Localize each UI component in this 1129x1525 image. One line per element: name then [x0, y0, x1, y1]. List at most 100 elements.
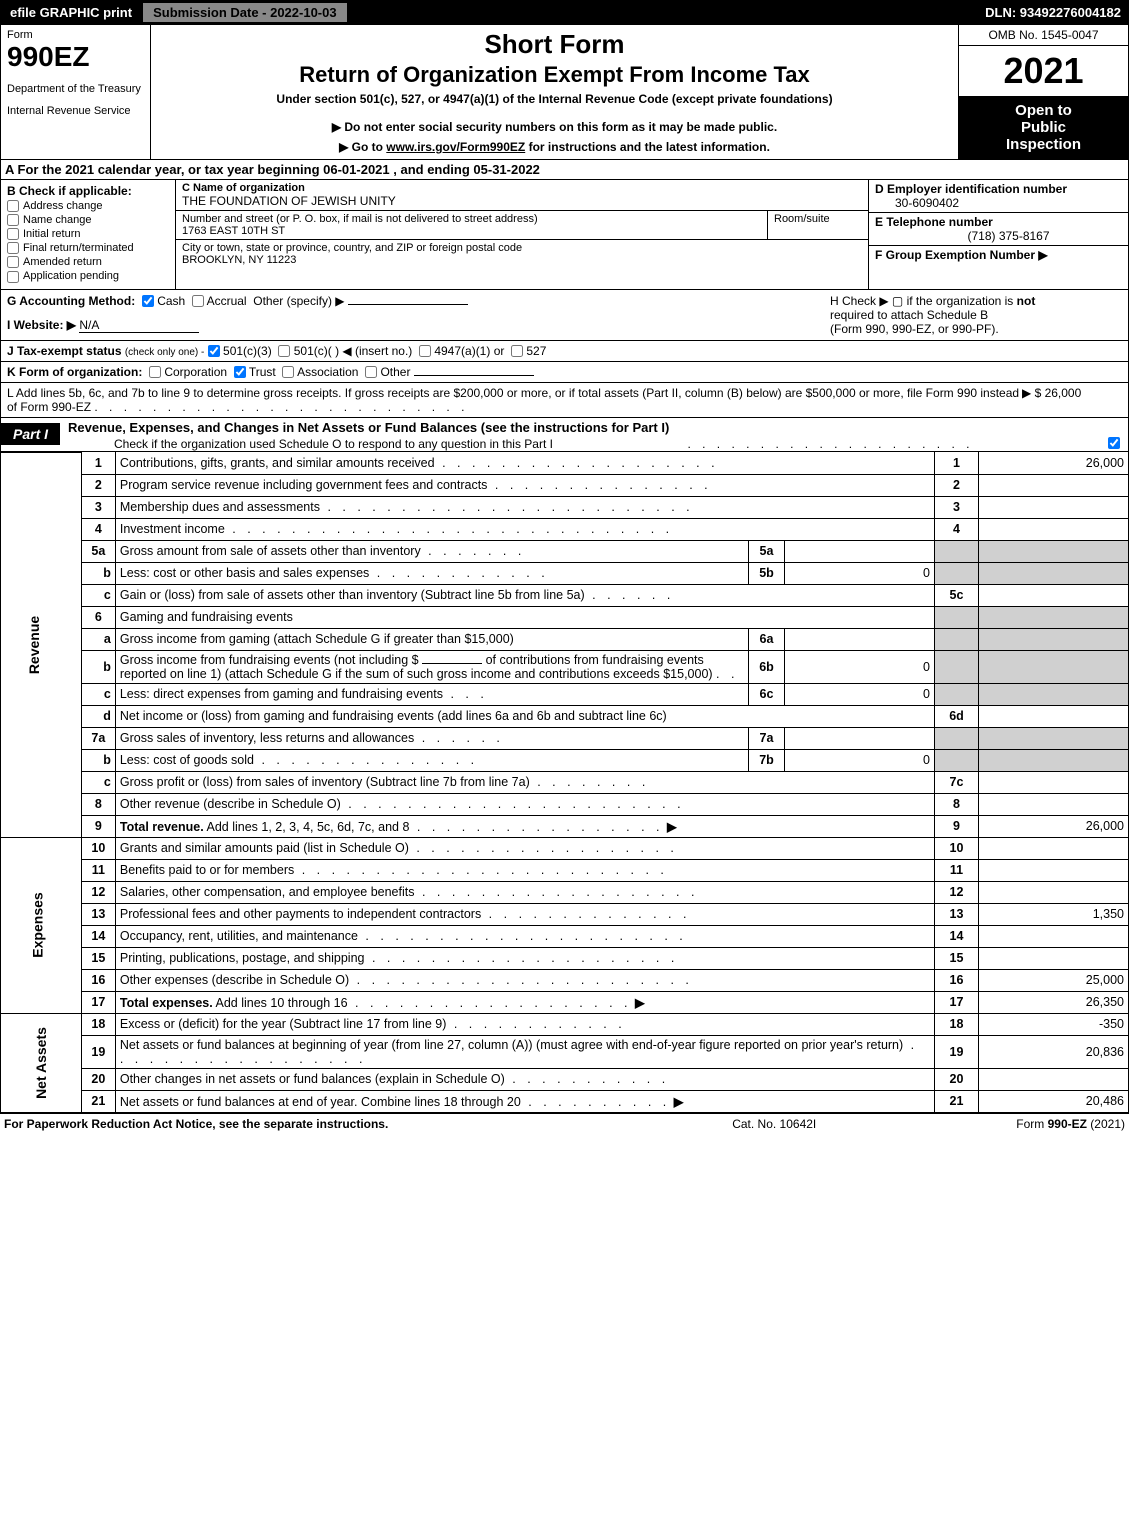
l2-num: 2 — [81, 474, 115, 496]
l2-desc: Program service revenue including govern… — [115, 474, 934, 496]
l20-rnum: 20 — [935, 1068, 979, 1090]
l8-val — [979, 793, 1129, 815]
line-7b: b Less: cost of goods sold . . . . . . .… — [1, 749, 1129, 771]
column-c: C Name of organization THE FOUNDATION OF… — [176, 180, 868, 289]
chk-accrual[interactable] — [192, 295, 204, 307]
l7a-rnum — [935, 727, 979, 749]
l6c-rval — [979, 683, 1129, 705]
l5b-inlab: 5b — [749, 562, 785, 584]
chk-cash[interactable] — [142, 295, 154, 307]
line-8: 8 Other revenue (describe in Schedule O)… — [1, 793, 1129, 815]
l6d-desc: Net income or (loss) from gaming and fun… — [115, 705, 934, 727]
form-number: 990EZ — [7, 41, 144, 73]
l6c-rnum — [935, 683, 979, 705]
chk-4947[interactable] — [419, 345, 431, 357]
l16-num: 16 — [81, 969, 115, 991]
l15-num: 15 — [81, 947, 115, 969]
l13-desc: Professional fees and other payments to … — [115, 903, 934, 925]
lbl-other-org: Other — [380, 365, 410, 379]
line-14: 14 Occupancy, rent, utilities, and maint… — [1, 925, 1129, 947]
goto-link[interactable]: www.irs.gov/Form990EZ — [386, 140, 525, 154]
l6a-num: a — [81, 628, 115, 650]
l4-desc: Investment income . . . . . . . . . . . … — [115, 518, 934, 540]
l7b-num: b — [81, 749, 115, 771]
l5c-desc: Gain or (loss) from sale of assets other… — [115, 584, 934, 606]
chk-trust[interactable] — [234, 366, 246, 378]
line-3: 3 Membership dues and assessments . . . … — [1, 496, 1129, 518]
l7a-inval — [785, 727, 935, 749]
subtitle-section: Under section 501(c), 527, or 4947(a)(1)… — [157, 92, 952, 106]
chk-application-pending[interactable] — [7, 271, 19, 283]
chk-501c3[interactable] — [208, 345, 220, 357]
org-name: THE FOUNDATION OF JEWISH UNITY — [182, 194, 862, 208]
line-18: Net Assets 18 Excess or (deficit) for th… — [1, 1013, 1129, 1035]
chk-501c[interactable] — [278, 345, 290, 357]
other-org-input[interactable] — [414, 375, 534, 376]
other-input[interactable] — [348, 304, 468, 305]
l6d-val — [979, 705, 1129, 727]
efile-label: efile GRAPHIC print — [4, 3, 138, 22]
chk-name-change[interactable] — [7, 214, 19, 226]
dept-treasury: Department of the Treasury — [7, 83, 144, 95]
org-city: BROOKLYN, NY 11223 — [182, 254, 862, 266]
chk-527[interactable] — [511, 345, 523, 357]
l1-val: 26,000 — [979, 452, 1129, 474]
chk-assoc[interactable] — [282, 366, 294, 378]
l12-desc: Salaries, other compensation, and employ… — [115, 881, 934, 903]
b-header: B Check if applicable: — [7, 184, 169, 198]
l15-rnum: 15 — [935, 947, 979, 969]
e-tel-label: E Telephone number — [875, 215, 1122, 229]
line-15: 15 Printing, publications, postage, and … — [1, 947, 1129, 969]
part-i-dots: . . . . . . . . . . . . . . . . . . . . — [687, 437, 973, 451]
l6-desc: Gaming and fundraising events — [115, 606, 934, 628]
footer-r1: Form — [1016, 1117, 1047, 1131]
lbl-application-pending: Application pending — [23, 270, 119, 282]
goto-pre: ▶ Go to — [339, 140, 386, 154]
l14-rnum: 14 — [935, 925, 979, 947]
l11-rnum: 11 — [935, 859, 979, 881]
l5a-inlab: 5a — [749, 540, 785, 562]
l6b-blank[interactable] — [422, 663, 482, 664]
lbl-corp: Corporation — [164, 365, 227, 379]
l5a-rval — [979, 540, 1129, 562]
l18-rnum: 18 — [935, 1013, 979, 1035]
l7c-val — [979, 771, 1129, 793]
l7c-rnum: 7c — [935, 771, 979, 793]
l21-arrow: ▶ — [674, 1095, 684, 1109]
l19-desc: Net assets or fund balances at beginning… — [115, 1035, 934, 1068]
lbl-other: Other (specify) ▶ — [253, 294, 344, 308]
l6c-num: c — [81, 683, 115, 705]
footer-r2: 990-EZ — [1048, 1117, 1087, 1131]
chk-corp[interactable] — [149, 366, 161, 378]
l19-val: 20,836 — [979, 1035, 1129, 1068]
lbl-name-change: Name change — [23, 214, 92, 226]
l5a-num: 5a — [81, 540, 115, 562]
l19-rnum: 19 — [935, 1035, 979, 1068]
l6-rval — [979, 606, 1129, 628]
part-i-sub-row: Check if the organization used Schedule … — [60, 437, 1128, 451]
chk-initial-return[interactable] — [7, 228, 19, 240]
chk-other-org[interactable] — [365, 366, 377, 378]
chk-schedule-o[interactable] — [1108, 437, 1120, 449]
d-ein-cell: D Employer identification number 30-6090… — [869, 180, 1128, 213]
l6d-num: d — [81, 705, 115, 727]
l11-val — [979, 859, 1129, 881]
chk-final-return[interactable] — [7, 242, 19, 254]
chk-address-change[interactable] — [7, 200, 19, 212]
l15-desc: Printing, publications, postage, and shi… — [115, 947, 934, 969]
l10-num: 10 — [81, 837, 115, 859]
title-short-form: Short Form — [157, 29, 952, 60]
part-i-title: Revenue, Expenses, and Changes in Net As… — [60, 418, 1128, 437]
l13-rnum: 13 — [935, 903, 979, 925]
ssn-warning: ▶ Do not enter social security numbers o… — [157, 120, 952, 134]
l6d-rnum: 6d — [935, 705, 979, 727]
l8-num: 8 — [81, 793, 115, 815]
line-16: 16 Other expenses (describe in Schedule … — [1, 969, 1129, 991]
line-4: 4 Investment income . . . . . . . . . . … — [1, 518, 1129, 540]
chk-amended-return[interactable] — [7, 256, 19, 268]
lbl-address-change: Address change — [23, 200, 103, 212]
l9-bold: Total revenue. — [120, 820, 204, 834]
l12-num: 12 — [81, 881, 115, 903]
block-bcd: B Check if applicable: Address change Na… — [0, 180, 1129, 290]
h-text1: H Check ▶ ▢ if the organization is — [830, 294, 1017, 308]
